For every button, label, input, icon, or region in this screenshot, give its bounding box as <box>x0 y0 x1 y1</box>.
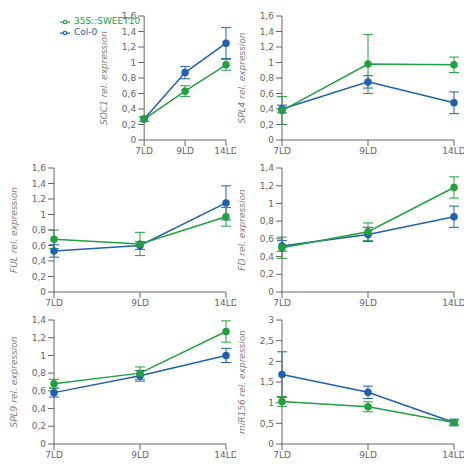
svg-text:0,5: 0,5 <box>260 419 274 429</box>
svg-text:9LD: 9LD <box>176 146 194 156</box>
svg-text:1,4: 1,4 <box>260 27 275 37</box>
svg-text:1,2: 1,2 <box>260 42 274 52</box>
svg-text:14LD: 14LD <box>214 146 236 156</box>
svg-text:1: 1 <box>268 58 274 68</box>
svg-text:0,4: 0,4 <box>32 256 47 266</box>
svg-text:FD rel. expression: FD rel. expression <box>237 189 247 271</box>
svg-text:7LD: 7LD <box>135 146 153 156</box>
svg-text:9LD: 9LD <box>359 298 377 308</box>
svg-text:1,2: 1,2 <box>32 194 46 204</box>
svg-text:0,8: 0,8 <box>32 225 47 235</box>
svg-text:9LD: 9LD <box>359 450 377 460</box>
svg-text:7LD: 7LD <box>45 450 63 460</box>
svg-text:7LD: 7LD <box>45 298 63 308</box>
svg-text:1,5: 1,5 <box>260 377 274 387</box>
svg-text:9LD: 9LD <box>359 146 377 156</box>
svg-text:1,2: 1,2 <box>122 42 136 52</box>
svg-text:0,6: 0,6 <box>32 241 47 251</box>
svg-text:14LD: 14LD <box>214 298 236 308</box>
svg-text:9LD: 9LD <box>131 450 149 460</box>
svg-text:0: 0 <box>40 287 46 297</box>
svg-text:7LD: 7LD <box>273 298 291 308</box>
svg-text:0: 0 <box>268 135 274 145</box>
svg-text:0,4: 0,4 <box>122 104 137 114</box>
svg-text:0,8: 0,8 <box>122 73 137 83</box>
svg-text:1: 1 <box>268 398 274 408</box>
svg-text:0,6: 0,6 <box>122 89 137 99</box>
svg-text:2,5: 2,5 <box>260 336 274 346</box>
svg-text:1,2: 1,2 <box>32 333 46 343</box>
svg-text:14LD: 14LD <box>442 450 464 460</box>
svg-text:1: 1 <box>40 351 46 361</box>
svg-text:1,6: 1,6 <box>260 11 275 21</box>
svg-text:7LD: 7LD <box>273 450 291 460</box>
svg-text:1: 1 <box>40 210 46 220</box>
svg-text:7LD: 7LD <box>273 146 291 156</box>
svg-text:0,2: 0,2 <box>122 120 136 130</box>
svg-text:14LD: 14LD <box>442 146 464 156</box>
svg-text:0,8: 0,8 <box>260 216 275 226</box>
svg-text:SOC1 rel. expression: SOC1 rel. expression <box>99 31 109 125</box>
svg-text:0: 0 <box>268 439 274 449</box>
svg-text:1: 1 <box>130 58 136 68</box>
svg-text:0,2: 0,2 <box>260 269 274 279</box>
svg-text:0,8: 0,8 <box>32 368 47 378</box>
svg-text:0,6: 0,6 <box>32 386 47 396</box>
svg-text:1,6: 1,6 <box>122 11 137 21</box>
svg-text:SPL4 rel. expression: SPL4 rel. expression <box>237 32 247 123</box>
svg-text:14LD: 14LD <box>214 450 236 460</box>
svg-text:0,6: 0,6 <box>260 89 275 99</box>
svg-text:0,4: 0,4 <box>260 252 275 262</box>
svg-text:0,8: 0,8 <box>260 73 275 83</box>
svg-text:0: 0 <box>268 287 274 297</box>
svg-text:1,4: 1,4 <box>260 163 275 173</box>
svg-text:0,2: 0,2 <box>260 120 274 130</box>
svg-text:miR156 rel. expression: miR156 rel. expression <box>237 330 247 434</box>
svg-text:0,4: 0,4 <box>32 404 47 414</box>
svg-text:SPL9 rel. expression: SPL9 rel. expression <box>9 336 19 427</box>
svg-text:0,4: 0,4 <box>260 104 275 114</box>
svg-text:0,2: 0,2 <box>32 272 46 282</box>
svg-text:2: 2 <box>268 357 274 367</box>
svg-text:0,6: 0,6 <box>260 234 275 244</box>
svg-text:1,4: 1,4 <box>122 27 137 37</box>
svg-text:1: 1 <box>268 199 274 209</box>
svg-text:1,4: 1,4 <box>32 179 47 189</box>
svg-text:1,4: 1,4 <box>32 315 47 325</box>
svg-text:14LD: 14LD <box>442 298 464 308</box>
svg-text:0: 0 <box>40 439 46 449</box>
svg-text:1,6: 1,6 <box>32 163 47 173</box>
svg-text:3: 3 <box>268 315 274 325</box>
svg-text:1,2: 1,2 <box>260 181 274 191</box>
svg-text:0,2: 0,2 <box>32 421 46 431</box>
svg-text:FUL rel. expression: FUL rel. expression <box>9 187 19 273</box>
svg-text:0: 0 <box>130 135 136 145</box>
svg-text:9LD: 9LD <box>131 298 149 308</box>
